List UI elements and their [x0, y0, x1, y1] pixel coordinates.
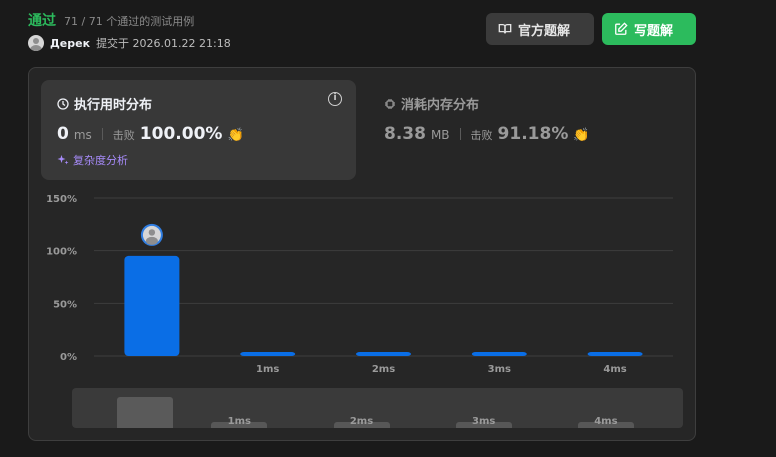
runtime-title: 执行用时分布 — [57, 94, 152, 113]
clock-icon — [57, 97, 69, 110]
runtime-title-label: 执行用时分布 — [74, 98, 153, 113]
bar-1ms[interactable] — [240, 352, 296, 356]
divider — [101, 128, 103, 140]
y-tick-label: 100% — [46, 247, 77, 258]
y-tick-label: 150% — [46, 194, 77, 205]
info-icon[interactable]: i — [328, 92, 342, 106]
book-open-icon — [498, 23, 512, 34]
minimap-bar — [333, 422, 390, 428]
runtime-card[interactable]: 执行用时分布 i 0 ms 击败 100.00% 👏 复杂度分析 — [41, 80, 356, 180]
clap-icon: 👏 — [227, 128, 244, 143]
y-tick-label: 50% — [53, 299, 77, 310]
submitter-info: Дерек 提交于 2026.01.22 21:18 — [28, 35, 231, 51]
y-tick-label: 0% — [60, 352, 77, 363]
avatar-head — [148, 229, 156, 236]
memory-title: 消耗内存分布 — [384, 94, 479, 113]
memory-beats-value: 91.18% — [497, 124, 569, 144]
complexity-analysis-label: 复杂度分析 — [73, 154, 128, 167]
runtime-beats-label: 击败 — [112, 129, 135, 142]
complexity-analysis-link[interactable]: 复杂度分析 — [57, 152, 128, 168]
memory-title-label: 消耗内存分布 — [401, 98, 480, 113]
minimap-label: 2ms — [349, 416, 374, 427]
x-tick-label: 1ms — [256, 364, 279, 375]
status-result: 通过 — [28, 13, 56, 29]
bar-2ms[interactable] — [356, 352, 411, 356]
bar-4ms[interactable] — [587, 352, 643, 356]
minimap-bar — [577, 422, 634, 428]
bar-0ms[interactable] — [124, 255, 180, 356]
official-solution-label: 官方题解 — [518, 23, 571, 39]
x-tick-label: 2ms — [372, 364, 395, 375]
submitter-name[interactable]: Дерек — [50, 36, 91, 50]
chart-range-minimap[interactable]: 1ms 2ms 3ms 4ms — [72, 388, 683, 428]
divider — [459, 128, 461, 140]
chip-icon — [385, 98, 395, 109]
minimap-label: 3ms — [472, 416, 496, 427]
bar-3ms[interactable] — [471, 352, 527, 356]
avatar-body — [145, 236, 158, 245]
clap-icon: 👏 — [573, 128, 590, 143]
edit-icon — [615, 22, 628, 35]
runtime-distribution-chart: 0% 50% 100% 150% 1ms 2ms 3ms 4ms — [46, 194, 673, 375]
runtime-unit: ms — [73, 128, 92, 142]
memory-metric: 8.38 MB 击败 91.18% 👏 — [384, 124, 590, 144]
runtime-value: 0 — [57, 124, 69, 144]
x-tick-label: 4ms — [603, 364, 626, 375]
write-solution-button[interactable]: 写题解 — [602, 13, 696, 45]
official-solution-button[interactable]: 官方题解 — [486, 13, 594, 45]
minimap-label: 4ms — [594, 416, 618, 427]
memory-value: 8.38 — [384, 124, 426, 144]
memory-unit: MB — [430, 128, 450, 142]
runtime-beats-value: 100.00% — [139, 124, 223, 144]
minimap-bar — [211, 422, 268, 428]
memory-beats-label: 击败 — [470, 129, 493, 142]
minimap-selection-handle[interactable] — [117, 397, 173, 428]
sparkle-icon — [57, 155, 69, 165]
submission-status: 通过 71 / 71 个通过的测试用例 — [28, 10, 194, 30]
minimap-bar — [455, 422, 512, 428]
user-avatar-icon[interactable] — [28, 35, 44, 51]
minimap-label: 1ms — [227, 416, 251, 427]
runtime-metric: 0 ms 击败 100.00% 👏 — [57, 124, 244, 144]
test-cases-count: 71 / 71 个通过的测试用例 — [64, 15, 195, 28]
submitted-time: 提交于 2026.01.22 21:18 — [96, 37, 231, 50]
write-solution-label: 写题解 — [634, 23, 674, 39]
x-tick-label: 3ms — [488, 364, 511, 375]
